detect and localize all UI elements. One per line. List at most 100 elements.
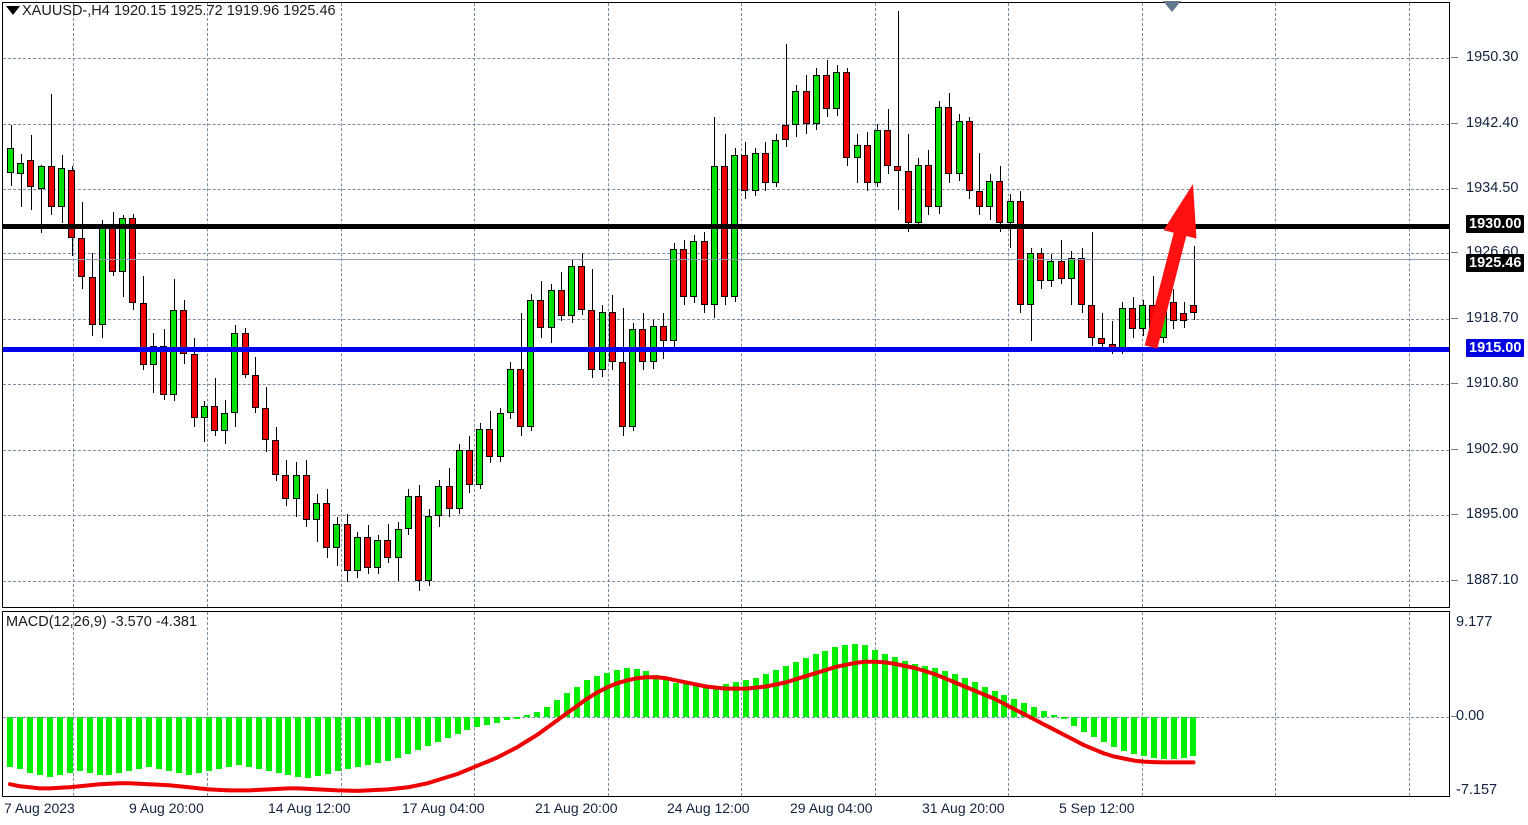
axis-tick	[1451, 716, 1458, 717]
gridline-vertical	[73, 3, 74, 607]
macd-histogram-bar	[643, 671, 649, 717]
candle-body	[711, 166, 718, 305]
price-chart-panel[interactable]	[2, 2, 1450, 608]
candle-wick	[21, 154, 22, 208]
candle-wick	[786, 43, 787, 147]
macd-histogram-bar	[862, 645, 868, 717]
candle-body	[1007, 200, 1014, 224]
candle-body	[191, 353, 198, 418]
candle-body	[996, 180, 1003, 224]
candle-body	[741, 154, 748, 191]
candle-body	[180, 309, 187, 354]
macd-histogram-bar	[832, 647, 838, 717]
candle-body	[221, 412, 228, 431]
price-axis-label: 1918.70	[1466, 310, 1519, 326]
candle-body	[925, 164, 932, 208]
time-axis: 7 Aug 2023 9 Aug 20:00 14 Aug 12:00 17 Aug …	[0, 800, 1528, 825]
symbol-caret-icon[interactable]	[6, 6, 20, 15]
macd-histogram-bar	[226, 717, 232, 767]
candle-body	[588, 309, 595, 371]
candle-body	[1037, 252, 1044, 281]
candle-body	[435, 486, 442, 516]
macd-histogram-bar	[842, 645, 848, 717]
gridline-vertical	[341, 3, 342, 607]
triangle-down-marker-icon	[1163, 1, 1181, 12]
axis-tick	[1451, 514, 1458, 515]
macd-histogram-bar	[285, 717, 291, 775]
macd-histogram-bar	[1091, 717, 1097, 737]
candle-body	[976, 190, 983, 208]
candle-body	[344, 523, 351, 572]
candle-body	[701, 241, 708, 305]
candle-body	[1078, 257, 1085, 305]
candle-wick	[1112, 321, 1113, 354]
macd-histogram-bar	[942, 671, 948, 717]
candle-body	[272, 440, 279, 475]
candle-wick	[1194, 246, 1195, 320]
price-axis-label: 1910.80	[1466, 375, 1519, 391]
level-line-resistance-1930[interactable]	[3, 224, 1449, 229]
candle-body	[854, 145, 861, 159]
macd-histogram-bar	[1151, 717, 1157, 758]
candle-body	[425, 515, 432, 581]
level-line-current-price-1925[interactable]	[3, 259, 1449, 260]
candle-wick	[41, 164, 42, 234]
candle-body	[1098, 337, 1105, 345]
price-axis-label: 1950.30	[1466, 49, 1519, 65]
macd-histogram-bar	[166, 717, 172, 771]
candle-body	[864, 145, 871, 183]
candle-body	[333, 523, 340, 549]
macd-histogram-bar	[673, 683, 679, 717]
candle-wick	[1092, 231, 1093, 346]
price-axis-label: 1934.50	[1466, 180, 1519, 196]
macd-histogram-bar	[106, 717, 112, 775]
time-axis-label: 31 Aug 20:00	[922, 800, 1005, 816]
candle-body	[843, 71, 850, 159]
candle-wick	[898, 11, 899, 211]
macd-histogram-bar	[256, 717, 262, 769]
macd-histogram-bar	[912, 663, 918, 717]
macd-histogram-bar	[932, 668, 938, 717]
axis-tick	[1451, 580, 1458, 581]
gridline-vertical	[608, 3, 609, 607]
candle-body	[354, 536, 361, 572]
macd-histogram-bar	[27, 717, 33, 773]
candle-body	[568, 265, 575, 317]
macd-histogram-bar	[67, 717, 73, 773]
level-line-support-1915[interactable]	[3, 347, 1449, 352]
macd-histogram-bar	[77, 717, 83, 771]
candle-body	[813, 74, 820, 124]
macd-histogram-bar	[236, 717, 242, 765]
candle-body	[129, 218, 136, 304]
macd-histogram-bar	[793, 661, 799, 717]
macd-histogram-bar	[1101, 717, 1107, 743]
candle-body	[38, 166, 45, 190]
price-axis-label: 1902.90	[1466, 441, 1519, 457]
candle-body	[456, 450, 463, 510]
macd-histogram-bar	[494, 717, 500, 723]
candle-body	[690, 241, 697, 297]
macd-histogram-bar	[484, 717, 490, 725]
candle-body	[211, 406, 218, 431]
macd-histogram-bar	[653, 675, 659, 717]
candle-body	[252, 375, 259, 408]
candle-body	[1180, 313, 1187, 322]
price-plot-area[interactable]	[3, 3, 1449, 607]
macd-histogram-bar	[773, 670, 779, 717]
gridline-vertical	[474, 3, 475, 607]
macd-histogram-bar	[803, 657, 809, 717]
macd-histogram-bar	[634, 669, 640, 717]
macd-histogram-bar	[87, 717, 93, 773]
macd-histogram-bar	[614, 670, 620, 717]
axis-tick	[1451, 188, 1458, 189]
macd-histogram-bar	[813, 653, 819, 717]
candle-body	[384, 540, 391, 559]
macd-plot-area[interactable]	[3, 612, 1449, 796]
candle-body	[446, 486, 453, 510]
candle-wick	[204, 401, 205, 443]
macd-panel[interactable]	[2, 611, 1450, 797]
gridline-vertical	[1275, 612, 1276, 796]
macd-histogram-bar	[335, 717, 341, 771]
macd-histogram-bar	[395, 717, 401, 758]
symbol-ohlc-label: XAUUSD-,H4 1920.15 1925.72 1919.96 1925.…	[22, 3, 336, 19]
